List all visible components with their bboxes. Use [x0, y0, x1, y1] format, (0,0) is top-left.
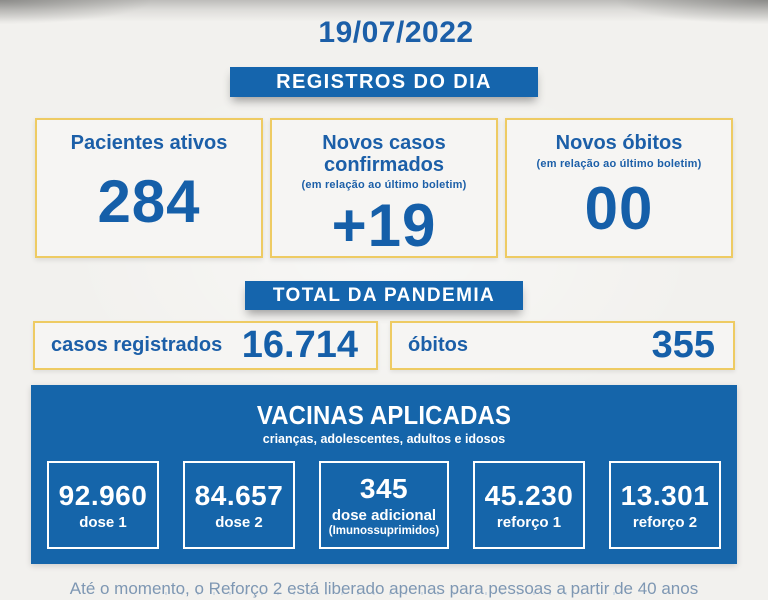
booster2-eligibility-note: Até o momento, o Reforço 2 está liberado…	[69, 579, 699, 598]
total-deaths-box: óbitos 355	[390, 321, 735, 370]
new-confirmed-cases-subtitle: (em relação ao último boletim)	[301, 179, 467, 192]
active-patients-card: Pacientes ativos 284	[35, 118, 263, 258]
booster1-stat-box: 45.230 reforço 1	[473, 461, 585, 549]
dose2-stat-box: 84.657 dose 2	[183, 461, 295, 549]
registered-cases-box: casos registrados 16.714	[33, 321, 378, 370]
pandemic-total-banner: TOTAL DA PANDEMIA	[245, 281, 523, 310]
dose2-value: 84.657	[194, 479, 284, 511]
additional-dose-value: 345	[359, 473, 409, 505]
new-confirmed-cases-value: +19	[331, 192, 437, 260]
total-deaths-label: óbitos	[408, 334, 468, 356]
dose1-stat-box: 92.960 dose 1	[47, 461, 159, 549]
new-deaths-card: Novos óbitos (em relação ao último bolet…	[505, 118, 733, 258]
booster1-label: reforço 1	[496, 513, 562, 531]
additional-dose-sublabel: (Imunossuprimidos)	[328, 524, 440, 537]
new-confirmed-cases-title: Novos casos confirmados	[322, 132, 446, 176]
new-deaths-title: Novos óbitos	[555, 132, 683, 154]
daily-records-cards: Pacientes ativos 284 Novos casos confirm…	[0, 118, 768, 260]
pandemic-total-rows: casos registrados 16.714 óbitos 355	[0, 321, 768, 370]
additional-dose-stat-box: 345 dose adicional (Imunossuprimidos)	[319, 461, 449, 549]
active-patients-value: 284	[97, 167, 201, 235]
booster1-value: 45.230	[484, 479, 574, 511]
booster2-stat-box: 13.301 reforço 2	[609, 461, 721, 549]
dose1-label: dose 1	[79, 513, 127, 531]
dose2-label: dose 2	[215, 513, 263, 531]
vaccines-stats-row: 92.960 dose 1 84.657 dose 2 345 dose adi…	[41, 461, 727, 549]
additional-dose-label: dose adicional	[331, 507, 437, 525]
booster2-value: 13.301	[620, 479, 710, 511]
booster2-label: reforço 2	[632, 513, 698, 531]
report-date: 19/07/2022	[318, 16, 474, 49]
new-deaths-value: 00	[584, 175, 654, 243]
new-deaths-subtitle: (em relação ao último boletim)	[536, 157, 702, 170]
vaccines-subtitle: crianças, adolescentes, adultos e idosos	[262, 432, 506, 446]
total-deaths-value: 355	[651, 324, 715, 366]
vaccines-panel: VACINAS APLICADAS crianças, adolescentes…	[31, 385, 737, 564]
registered-cases-label: casos registrados	[51, 334, 223, 356]
vaccines-title: VACINAS APLICADAS	[256, 400, 512, 430]
active-patients-title: Pacientes ativos	[70, 132, 228, 154]
daily-records-banner: REGISTROS DO DIA	[230, 67, 538, 97]
dose1-value: 92.960	[58, 479, 148, 511]
new-confirmed-cases-card: Novos casos confirmados (em relação ao ú…	[270, 118, 498, 260]
registered-cases-value: 16.714	[241, 324, 358, 366]
